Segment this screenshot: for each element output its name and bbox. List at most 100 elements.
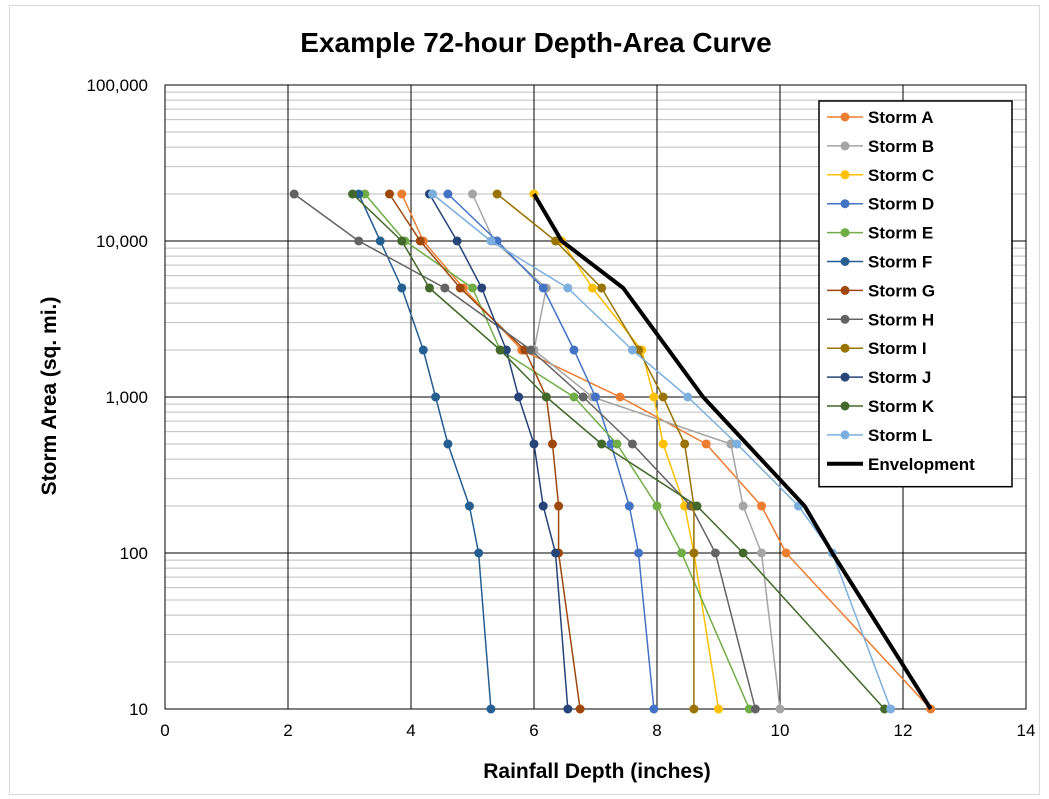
legend-entry-storm-a: Storm A	[827, 108, 934, 127]
legend-label: Storm J	[868, 368, 931, 387]
legend-entry-envelopment: Envelopment	[827, 455, 975, 474]
data-point-storm-f	[464, 501, 474, 511]
legend-swatch-marker	[840, 343, 850, 353]
data-point-storm-e	[612, 439, 622, 449]
legend-entry-storm-j: Storm J	[827, 368, 931, 387]
data-point-storm-e	[569, 392, 579, 402]
data-point-storm-a	[397, 189, 407, 199]
y-tick-label: 10	[129, 700, 148, 719]
data-point-storm-l	[486, 236, 496, 246]
x-tick-label: 6	[529, 721, 538, 740]
series-layer	[289, 189, 936, 714]
data-point-storm-d	[591, 392, 600, 402]
data-point-storm-h	[710, 548, 720, 558]
y-tick-label: 10,000	[96, 232, 148, 251]
data-point-storm-f	[354, 189, 364, 199]
data-point-storm-d	[649, 704, 659, 714]
data-point-storm-g	[415, 236, 425, 246]
data-point-storm-f	[397, 283, 407, 293]
legend-swatch-marker	[840, 257, 850, 266]
legend-swatch-marker	[840, 430, 850, 440]
data-point-storm-j	[477, 283, 487, 293]
legend-label: Storm L	[868, 426, 932, 445]
data-point-storm-i	[597, 283, 607, 293]
data-point-storm-a	[701, 439, 711, 449]
data-point-storm-k	[541, 392, 551, 402]
legend-label: Storm G	[868, 281, 935, 300]
legend-label: Storm H	[868, 310, 934, 329]
tick-labels: 0 2 4 6 8 10 12 14 10 100 1,000 10,000 100,000	[87, 76, 1036, 740]
data-point-storm-i	[492, 189, 502, 199]
x-tick-label: 10	[771, 721, 790, 740]
data-point-storm-j	[538, 501, 548, 511]
legend-swatch-marker	[840, 372, 850, 382]
data-point-storm-i	[658, 392, 668, 402]
data-point-storm-d	[634, 548, 644, 558]
x-tick-label: 8	[652, 721, 661, 740]
series-storm-i	[492, 189, 699, 714]
data-point-storm-k	[397, 236, 407, 246]
data-point-storm-e	[360, 189, 370, 199]
legend-entry-storm-l: Storm L	[827, 426, 932, 445]
data-point-storm-j	[551, 548, 561, 558]
legend-label: Storm A	[868, 108, 934, 127]
legend-swatch-marker	[840, 112, 850, 122]
data-point-storm-c	[714, 704, 723, 714]
data-point-storm-i	[634, 345, 644, 355]
legend-swatch-marker	[840, 141, 850, 151]
legend-label: Storm D	[868, 195, 934, 214]
data-point-storm-l	[428, 189, 438, 199]
data-point-storm-l	[563, 283, 573, 293]
series-storm-d	[443, 189, 659, 714]
data-point-storm-g	[455, 283, 465, 293]
data-point-storm-d	[569, 345, 579, 355]
data-point-storm-e	[744, 704, 754, 714]
legend-label: Storm E	[868, 224, 933, 243]
data-point-storm-f	[375, 236, 385, 246]
data-point-storm-j	[501, 345, 511, 355]
legend-box	[818, 100, 1013, 488]
series-envelopment	[532, 192, 933, 711]
y-axis-title: Storm Area (sq. mi.)	[38, 297, 61, 496]
legend-entry-storm-c: Storm C	[827, 166, 934, 185]
legend-label: Storm K	[868, 397, 935, 416]
legend-swatch-marker	[840, 228, 850, 238]
data-point-storm-h	[578, 392, 588, 402]
data-point-storm-d	[443, 189, 453, 199]
legend-swatch-marker	[840, 199, 850, 209]
legend-entry-storm-d: Storm D	[827, 195, 934, 214]
data-point-storm-k	[348, 189, 358, 199]
data-point-storm-b	[757, 548, 767, 558]
data-point-storm-k	[597, 439, 607, 449]
data-point-storm-j	[452, 236, 462, 246]
data-point-storm-c	[587, 283, 597, 293]
data-point-storm-f	[486, 704, 496, 714]
data-point-storm-d	[538, 283, 548, 293]
data-point-storm-a	[615, 392, 625, 402]
data-point-storm-h	[440, 283, 450, 293]
data-point-storm-g	[575, 704, 585, 714]
y-tick-label: 100	[120, 544, 148, 563]
data-point-storm-j	[514, 392, 524, 402]
data-point-storm-b	[468, 189, 477, 199]
data-point-storm-h	[289, 189, 299, 199]
data-point-storm-h	[750, 704, 760, 714]
data-point-storm-g	[554, 501, 564, 511]
data-point-storm-c	[658, 439, 668, 449]
legend-swatch-marker	[840, 314, 850, 324]
legend-entry-storm-i: Storm I	[827, 339, 927, 358]
legend-entry-storm-h: Storm H	[827, 310, 934, 329]
data-point-storm-k	[692, 501, 702, 511]
data-point-storm-k	[495, 345, 505, 355]
y-tick-label: 100,000	[87, 76, 148, 95]
data-point-storm-b	[726, 439, 736, 449]
data-point-storm-f	[431, 392, 441, 402]
data-point-storm-i	[551, 236, 561, 246]
legend-entry-storm-f: Storm F	[827, 253, 932, 272]
data-point-storm-l	[732, 439, 742, 449]
data-point-storm-f	[418, 345, 428, 355]
data-point-storm-a	[757, 501, 767, 511]
data-point-storm-k	[424, 283, 434, 293]
data-point-storm-b	[738, 501, 748, 511]
legend-label: Storm C	[868, 166, 934, 185]
